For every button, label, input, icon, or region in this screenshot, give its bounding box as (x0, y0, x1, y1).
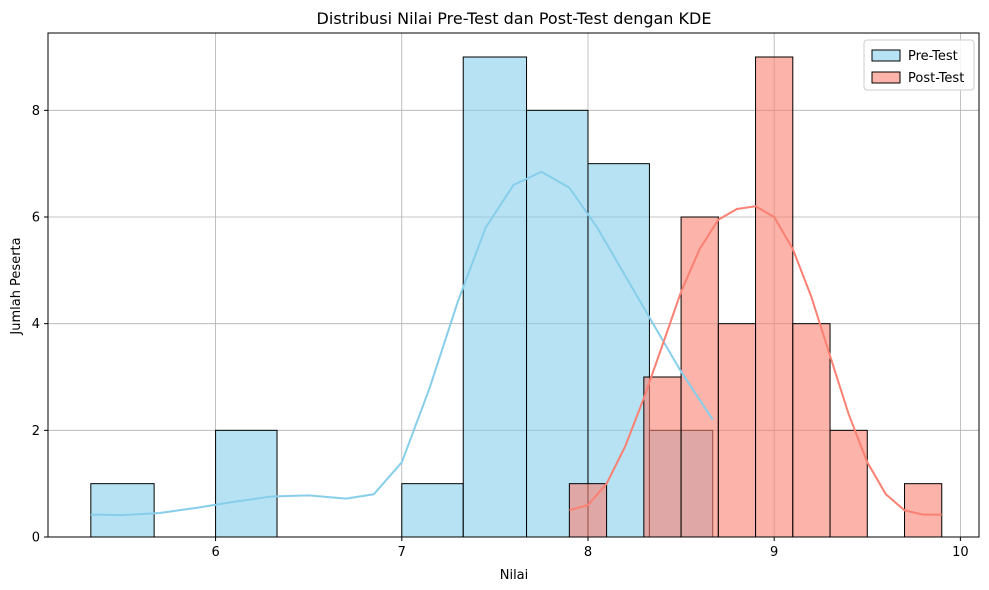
kde-curves (90, 170, 942, 517)
bar-pre-test (462, 56, 528, 538)
kde-line-pre-test (90, 170, 714, 517)
bar-post-test (643, 376, 682, 538)
y-axis-ticks: 0 2 4 6 8 (32, 104, 48, 546)
y-axis-label: Jumlah Peserta (9, 237, 24, 335)
bar-pre-test (90, 483, 155, 538)
kde-line-post-test (569, 205, 942, 516)
legend-swatch (871, 49, 901, 62)
x-tick-label: 7 (398, 545, 406, 560)
legend: Pre-Test Post-Test (863, 39, 975, 91)
legend-label: Post-Test (908, 71, 964, 86)
bar-post-test (680, 216, 719, 538)
bar-pre-test (401, 483, 464, 538)
axes (47, 32, 980, 538)
x-axis-label: Nilai (500, 568, 529, 583)
bar-post-test (792, 323, 831, 538)
y-tick-label: 6 (32, 211, 40, 226)
plot-frame (47, 32, 980, 538)
histogram-bars (90, 56, 943, 538)
legend-label: Pre-Test (908, 49, 958, 64)
bar-post-test (717, 323, 757, 538)
bar-pre-test (215, 429, 278, 538)
bar-pre-test (587, 163, 650, 538)
bar-post-test (568, 483, 608, 538)
x-tick-label: 9 (770, 545, 778, 560)
legend-swatch (871, 71, 901, 84)
x-tick-label: 6 (211, 545, 219, 560)
y-tick-label: 8 (32, 104, 40, 119)
x-tick-label: 10 (952, 545, 969, 560)
x-axis-ticks: 6 7 8 9 10 (211, 537, 969, 560)
x-tick-label: 8 (584, 545, 592, 560)
y-tick-label: 0 (32, 531, 40, 546)
y-tick-label: 2 (32, 424, 40, 439)
chart-title: Distribusi Nilai Pre-Test dan Post-Test … (317, 9, 712, 28)
bar-post-test (755, 56, 794, 538)
y-tick-label: 4 (32, 317, 40, 332)
bar-post-test (904, 483, 943, 538)
